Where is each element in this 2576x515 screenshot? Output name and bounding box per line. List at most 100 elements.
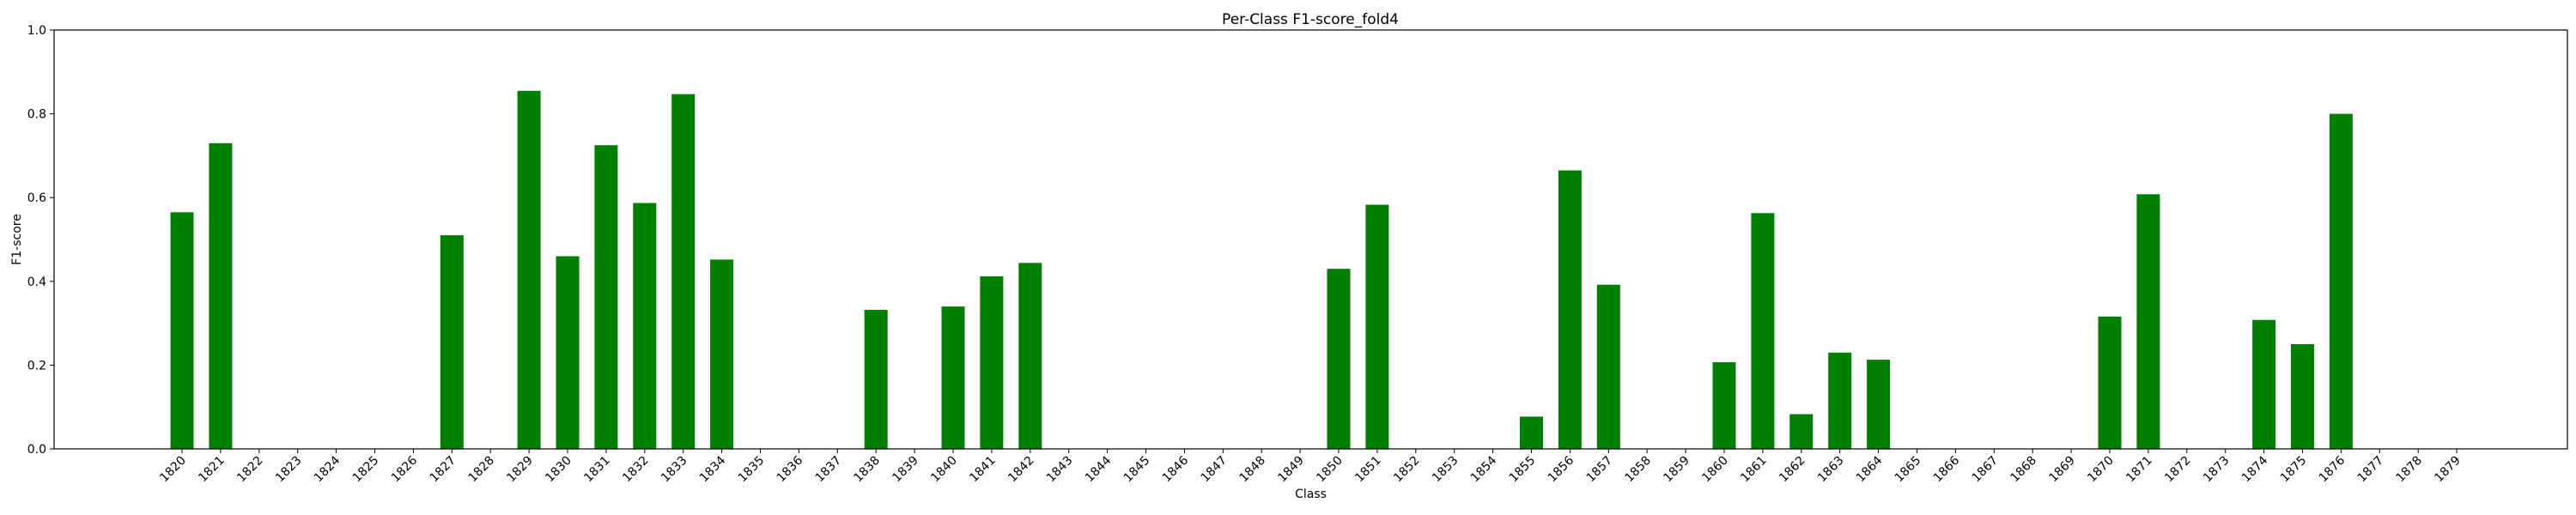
x-tick-label: 1876: [2317, 453, 2348, 485]
x-tick-label: 1821: [196, 454, 228, 486]
x-tick-label: 1858: [1623, 454, 1655, 486]
y-tick-label: 0.0: [27, 443, 46, 457]
bar-1870: [2098, 316, 2122, 449]
bar-1851: [1365, 204, 1389, 449]
x-tick-label: 1833: [659, 454, 690, 486]
x-tick-label: 1842: [1005, 454, 1037, 486]
bar-1820: [170, 212, 194, 450]
bar-1841: [980, 276, 1004, 449]
bar-1856: [1558, 170, 1582, 449]
x-tick-label: 1852: [1391, 454, 1423, 486]
x-tick-label: 1863: [1815, 454, 1847, 486]
x-tick-label: 1872: [2162, 454, 2194, 486]
x-tick-label: 1874: [2239, 453, 2271, 485]
bar-1871: [2136, 194, 2160, 450]
bar-1864: [1867, 360, 1891, 449]
x-tick-label: 1840: [928, 454, 960, 486]
bar-1838: [864, 310, 888, 449]
bar-1863: [1828, 352, 1852, 449]
x-tick-label: 1841: [967, 454, 999, 486]
x-tick-label: 1878: [2394, 454, 2426, 486]
x-tick-label: 1848: [1237, 454, 1269, 486]
bar-1874: [2252, 319, 2276, 449]
x-tick-label: 1832: [620, 454, 652, 486]
x-tick-label: 1843: [1044, 454, 1076, 486]
x-tick-label: 1864: [1854, 453, 1886, 485]
x-tick-label: 1859: [1661, 454, 1692, 486]
bar-1861: [1751, 213, 1775, 450]
x-tick-label: 1835: [736, 454, 768, 486]
x-axis-ticks: 1820 1821 1822 1823 1824 1825 1826 1827 1828 1829…: [157, 449, 2464, 485]
x-tick-label: 1834: [697, 453, 729, 485]
x-tick-label: 1871: [2123, 454, 2155, 486]
y-tick-label: 0.4: [27, 276, 46, 289]
x-tick-label: 1860: [1699, 454, 1731, 486]
x-tick-label: 1857: [1584, 454, 1616, 486]
x-tick-label: 1828: [466, 454, 498, 486]
x-tick-label: 1850: [1314, 454, 1346, 486]
x-tick-label: 1868: [2008, 454, 2040, 486]
x-tick-label: 1856: [1546, 453, 1577, 485]
y-tick-label: 0.6: [27, 191, 46, 205]
x-axis-label: Class: [1295, 488, 1327, 501]
bar-1862: [1789, 414, 1814, 449]
bar-1860: [1712, 362, 1736, 449]
bar-1821: [209, 142, 233, 450]
bars-group: [170, 90, 2353, 450]
bar-1830: [556, 256, 580, 449]
x-tick-label: 1823: [273, 454, 305, 486]
y-axis-label: F1-score: [10, 214, 24, 265]
x-tick-label: 1869: [2046, 454, 2078, 486]
x-tick-label: 1853: [1430, 454, 1461, 486]
bar-1875: [2291, 344, 2314, 449]
x-tick-label: 1849: [1275, 454, 1307, 486]
x-tick-label: 1846: [1160, 453, 1192, 485]
x-tick-label: 1865: [1893, 454, 1924, 486]
y-tick-label: 1.0: [27, 24, 46, 38]
x-tick-label: 1862: [1777, 454, 1808, 486]
x-tick-label: 1875: [2278, 454, 2310, 486]
x-tick-label: 1827: [428, 454, 459, 486]
bar-1876: [2329, 113, 2353, 449]
x-tick-label: 1861: [1738, 454, 1770, 486]
y-tick-label: 0.2: [27, 359, 46, 373]
bar-1850: [1327, 269, 1351, 449]
bar-1842: [1018, 263, 1042, 449]
x-tick-label: 1854: [1468, 453, 1500, 485]
bar-1829: [517, 90, 541, 450]
y-axis-ticks: 0.0 0.2 0.4 0.6 0.8 1.0: [27, 24, 54, 457]
x-tick-label: 1879: [2432, 454, 2464, 486]
x-tick-label: 1831: [581, 454, 613, 486]
x-tick-label: 1830: [543, 454, 574, 486]
x-tick-label: 1870: [2085, 454, 2117, 486]
x-tick-label: 1877: [2355, 454, 2387, 486]
plot-frame: [53, 29, 2568, 450]
x-tick-label: 1836: [775, 453, 806, 485]
x-tick-label: 1838: [852, 454, 884, 486]
bar-1834: [710, 259, 734, 449]
bar-1827: [440, 235, 464, 449]
bar-1855: [1520, 416, 1543, 449]
bar-1840: [941, 306, 965, 449]
x-tick-label: 1847: [1199, 454, 1230, 486]
x-tick-label: 1825: [350, 454, 382, 486]
bar-1857: [1596, 284, 1620, 449]
x-tick-label: 1873: [2201, 454, 2233, 486]
x-tick-label: 1855: [1507, 454, 1539, 486]
x-tick-label: 1851: [1352, 454, 1384, 486]
x-tick-label: 1866: [1931, 453, 1963, 485]
x-tick-label: 1824: [312, 453, 343, 485]
x-tick-label: 1844: [1083, 453, 1115, 485]
x-tick-label: 1829: [504, 454, 536, 486]
x-tick-label: 1822: [234, 454, 266, 486]
x-tick-label: 1837: [813, 454, 845, 486]
x-tick-label: 1845: [1121, 454, 1153, 486]
bar-1832: [633, 203, 657, 449]
x-tick-label: 1820: [157, 454, 189, 486]
chart-title: Per-Class F1-score_fold4: [1222, 11, 1399, 28]
y-tick-label: 0.8: [27, 108, 46, 122]
x-tick-label: 1867: [1970, 454, 2002, 486]
bar-1833: [671, 94, 696, 449]
x-tick-label: 1826: [389, 453, 421, 485]
